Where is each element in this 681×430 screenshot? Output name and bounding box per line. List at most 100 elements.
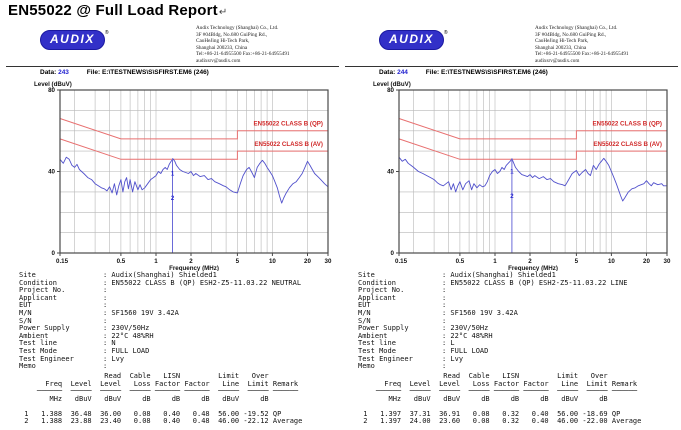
x-tick-label: 5 [575, 258, 579, 265]
x-tick-label: 0.15 [56, 258, 69, 265]
info-row: Test Mode: FULL LOAD [358, 346, 676, 356]
info-value: : N [103, 339, 116, 348]
info-value: : 230V/50Hz [442, 324, 489, 333]
chart-header: Data: 243 File: E:\TESTNEWS\S\SFIRST.EM6… [40, 69, 209, 76]
info-value: : Audix(Shanghai) Shielded1 [442, 271, 556, 279]
results-data-row: 1 1.388 36.48 36.00 0.08 0.40 0.48 56.00… [20, 409, 282, 418]
results-units-row: MHz dBuV dBuV dB dB dB dBuV dB [20, 394, 269, 403]
info-row: M/N : SF1560 19V 3.42A [19, 308, 337, 318]
info-row: Test line: L [358, 340, 676, 348]
info-value: : Audix(Shanghai) Shielded1 [103, 271, 217, 279]
info-label: Test line [19, 339, 57, 348]
panel-header: AUDIX ® Audix Technology (Shanghai) Co., … [6, 22, 339, 65]
test-report-panel-line: AUDIX ® Audix Technology (Shanghai) Co., … [345, 22, 678, 428]
marker-number: 2 [510, 194, 514, 200]
audix-logo-ellipse: AUDIX [379, 30, 444, 50]
audix-logo: AUDIX ® [40, 30, 109, 50]
info-value: : [103, 293, 112, 302]
emi-chart-svg: EN55022 CLASS B (QP) EN55022 CLASS B (AV)… [34, 81, 332, 271]
address-line: Tel:+86-21-64955500 Fax:+86-21-64955491 [196, 51, 290, 57]
y-tick-label: 0 [52, 250, 56, 257]
limit-label: EN55022 CLASS B (AV) [254, 141, 323, 148]
info-label: Ambient [358, 331, 388, 340]
x-axis-title: Frequency (MHz) [169, 265, 219, 271]
info-row: S/N: [19, 316, 337, 326]
info-label: EUT [358, 301, 371, 310]
address-line: 3F #04Bldg, No.680 GuiPing Rd., [196, 31, 268, 38]
info-row: Memo: [358, 363, 676, 371]
data-number: 243 [58, 69, 69, 76]
info-label: Condition [358, 278, 396, 287]
limit-line [59, 138, 328, 160]
info-label: Site [358, 271, 375, 279]
info-value: : [442, 293, 451, 302]
results-table: Read Cable LISN Limit Over Freq Level Le… [20, 372, 303, 426]
marker-number: 2 [171, 196, 175, 202]
marker-number: 1 [171, 172, 175, 178]
x-tick-label: 2 [528, 258, 532, 265]
results-header-row: Read Cable LISN Limit Over [20, 372, 269, 380]
info-row: Site: Audix(Shanghai) Shielded1 [19, 271, 337, 280]
x-tick-label: 1 [154, 258, 158, 265]
registered-mark-icon: ® [104, 30, 109, 36]
results-data-row: 1 1.397 37.31 36.91 0.08 0.32 0.40 56.00… [359, 409, 621, 418]
info-value: : FULL LOAD [103, 346, 150, 355]
header-divider [6, 66, 339, 67]
limit-line [59, 118, 328, 140]
y-tick-label: 40 [387, 169, 394, 176]
emission-trace [398, 156, 667, 202]
audix-logo-ellipse: AUDIX [40, 30, 105, 50]
info-label: Ambient [19, 331, 49, 340]
results-header-row: Freq Level Level Loss Factor Factor Line… [359, 379, 638, 388]
test-report-panel-neutral: AUDIX ® Audix Technology (Shanghai) Co., … [6, 22, 339, 428]
test-info-table: Site: Audix(Shanghai) Shielded1 Condition… [19, 271, 337, 371]
x-tick-label: 0.5 [117, 258, 126, 265]
info-label: M/N [19, 308, 32, 317]
info-label: Applicant [358, 293, 396, 302]
info-label: Power Supply [19, 324, 70, 333]
info-value: : [103, 316, 112, 325]
info-row: Test Engineer: Lvy [19, 354, 337, 364]
info-row: Power Supply: 230V/50Hz [358, 325, 676, 333]
y-axis-title: Level (dBuV) [34, 81, 72, 88]
chart-header: Data: 244 File: E:\TESTNEWS\S\SFIRST.EM6… [379, 69, 548, 76]
address-line: CaoHeJing Hi-Tech Park, [535, 38, 589, 44]
info-value: : SF1560 19V 3.42A [103, 308, 179, 317]
info-row: Condition: EN55022 CLASS B (QP) ESH2-Z5-… [358, 278, 676, 288]
info-row: Ambient: 22°C 48%RH [19, 331, 337, 341]
info-label: S/N [358, 316, 371, 325]
info-row: Condition: EN55022 CLASS B (QP) ESH2-Z5-… [19, 279, 337, 288]
x-tick-label: 10 [269, 258, 276, 265]
info-label: Test Engineer [19, 354, 74, 363]
info-value: : SF1560 19V 3.42A [442, 308, 518, 317]
limit-line [398, 118, 667, 140]
emi-chart: EN55022 CLASS B (QP) EN55022 CLASS B (AV)… [345, 79, 678, 271]
y-tick-label: 0 [391, 250, 395, 257]
marker-number: 1 [510, 170, 514, 176]
results-data-row: 2 1.397 24.00 23.60 0.08 0.32 0.40 46.00… [359, 417, 642, 425]
info-label: Memo [19, 362, 36, 371]
data-label: Data: [40, 69, 57, 76]
x-tick-label: 20 [643, 258, 650, 265]
x-tick-label: 2 [189, 258, 193, 265]
info-value: : [442, 301, 451, 310]
info-value: : [103, 286, 112, 295]
address-line: audixsrv@audix.com [535, 57, 580, 64]
address-line: 3F #04Bldg, No.680 GuiPing Rd., [535, 31, 607, 38]
address-line: Shanghai 200233, China [535, 44, 587, 51]
y-tick-label: 80 [387, 87, 394, 94]
info-label: Applicant [19, 293, 57, 302]
results-table: Read Cable LISN Limit Over Freq Level Le… [359, 372, 642, 426]
info-value: : [442, 316, 451, 325]
info-label: M/N [358, 308, 371, 317]
limit-label: EN55022 CLASS B (AV) [593, 141, 662, 148]
info-row: Power Supply: 230V/50Hz [19, 325, 337, 333]
info-value: : [442, 286, 451, 295]
results-data-row: 2 1.388 23.88 23.40 0.08 0.40 0.48 46.00… [20, 417, 303, 425]
info-label: S/N [19, 316, 32, 325]
info-label: Project No. [19, 286, 66, 295]
info-row: Project No.: [19, 287, 337, 295]
info-row: Applicant: [19, 293, 337, 303]
limit-line [398, 138, 667, 160]
info-value: : FULL LOAD [442, 346, 489, 355]
